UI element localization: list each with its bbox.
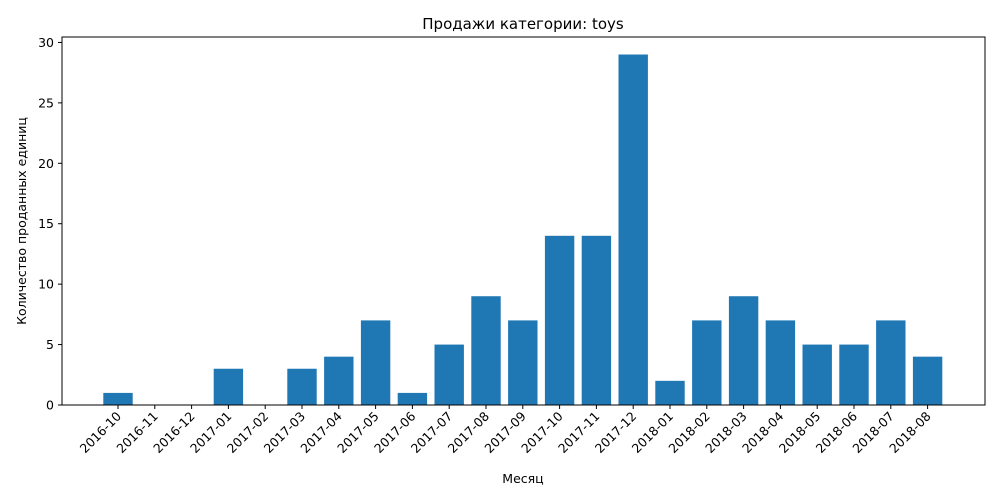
bar-2017-09 — [508, 320, 538, 405]
bar-2018-01 — [655, 380, 685, 405]
bar-2017-06 — [397, 392, 428, 405]
bar-2016-10 — [103, 392, 133, 405]
bar-2018-03 — [728, 296, 759, 405]
bar-2018-04 — [765, 320, 796, 405]
y-tick-label: 20 — [38, 156, 54, 171]
y-tick-label: 0 — [46, 398, 54, 413]
y-axis-label: Количество проданных единиц — [14, 117, 29, 325]
bar-2017-11 — [581, 235, 612, 405]
bar-2017-08 — [471, 296, 501, 405]
bar-2017-12 — [618, 54, 648, 406]
y-tick-label: 30 — [38, 35, 54, 50]
y-tick-label: 25 — [38, 95, 54, 110]
bar-2017-01 — [213, 368, 244, 405]
x-axis-label: Месяц — [502, 471, 543, 486]
plot-frame — [61, 36, 986, 406]
bar-2017-04 — [324, 356, 354, 405]
bar-2017-05 — [360, 320, 391, 405]
bar-2018-05 — [802, 344, 832, 405]
y-tick-label: 15 — [38, 216, 54, 231]
bars-group — [103, 54, 943, 406]
y-tick-label: 10 — [38, 277, 54, 292]
bar-2018-02 — [692, 320, 722, 405]
bar-2017-10 — [544, 235, 575, 405]
x-axis-ticks: 2016-102016-112016-122017-012017-022017-… — [77, 405, 934, 456]
chart-title: Продажи категории: toys — [422, 15, 624, 33]
bar-2018-06 — [839, 344, 869, 405]
y-tick-label: 5 — [46, 337, 54, 352]
bar-2018-08 — [912, 356, 943, 405]
bar-2017-07 — [434, 344, 464, 405]
bar-2018-07 — [876, 320, 906, 405]
bar-2017-03 — [287, 368, 317, 405]
y-axis-ticks: 0 5 10 15 20 25 30 — [38, 35, 62, 413]
